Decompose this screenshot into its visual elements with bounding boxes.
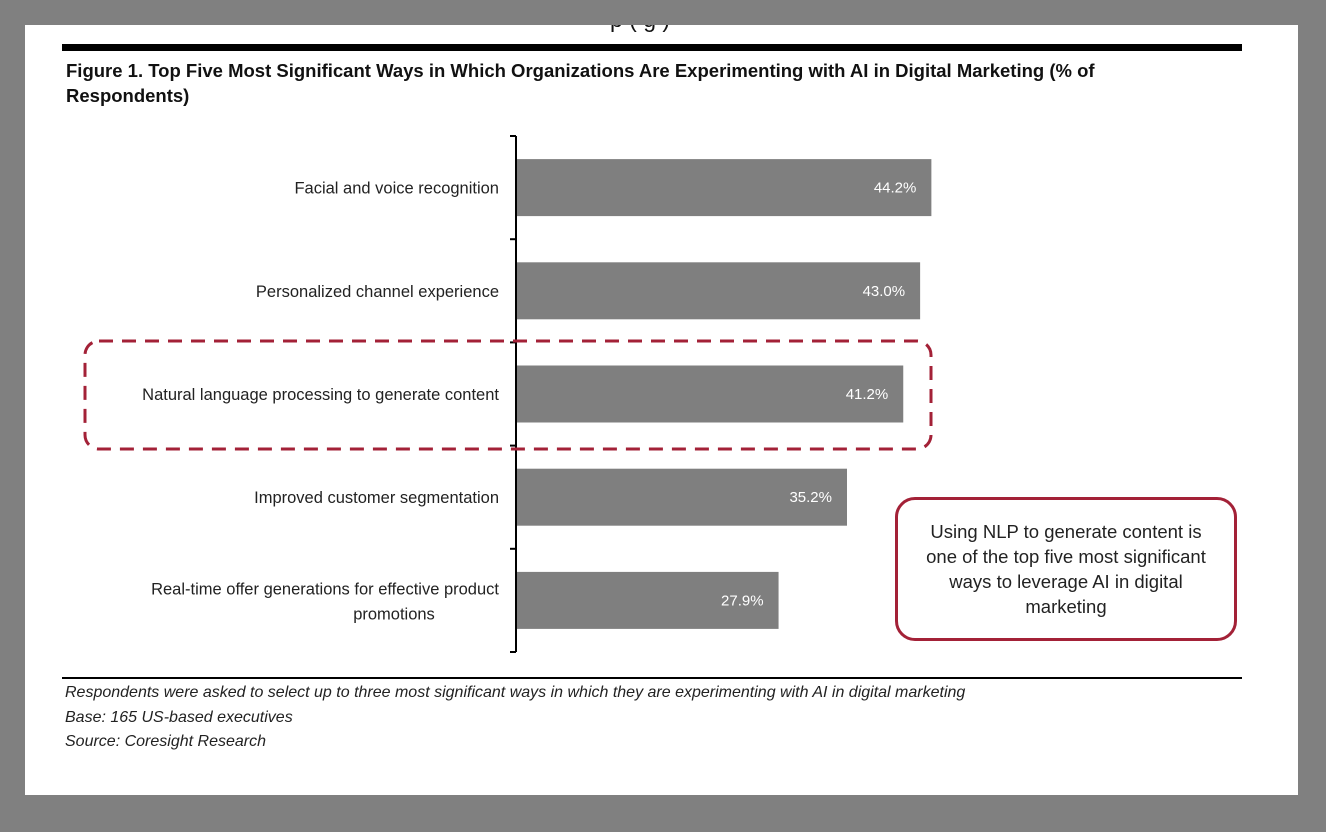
bar-value-label: 43.0% (863, 283, 906, 300)
category-label: Real-time offer generations for effectiv… (151, 580, 499, 623)
bar-chart: 44.2% Facial and voice recognition 43.0% Pe… (83, 135, 933, 653)
report-page: p ( g ) Figure 1. Top Five Most Signific… (25, 25, 1298, 795)
bar (517, 159, 932, 217)
bar (517, 365, 904, 423)
category-label: Improved customer segmentation (254, 489, 499, 507)
bar-value-label: 44.2% (874, 180, 917, 197)
category-label: Personalized channel experience (256, 283, 499, 301)
cropped-previous-line: p ( g ) (610, 25, 670, 33)
bar (517, 468, 847, 526)
top-rule (62, 44, 1242, 51)
bar (517, 262, 921, 320)
figure-title: Figure 1. Top Five Most Significant Ways… (66, 60, 1095, 106)
bar-value-label: 27.9% (721, 592, 764, 609)
category-label: Facial and voice recognition (294, 180, 499, 198)
bottom-rule (62, 677, 1242, 679)
bar (517, 571, 779, 629)
callout-text: Using NLP to generate content is one of … (926, 521, 1206, 617)
callout-box: Using NLP to generate content is one of … (895, 497, 1237, 641)
footnote-question: Respondents were asked to select up to t… (65, 684, 966, 701)
category-label: Natural language processing to generate … (142, 386, 499, 404)
footnote-source: Source: Coresight Research (65, 733, 266, 750)
highlight-dashed-box (83, 339, 933, 451)
bar-value-label: 41.2% (846, 386, 889, 403)
bar-value-label: 35.2% (789, 489, 832, 506)
footnote-base: Base: 165 US-based executives (65, 709, 293, 726)
